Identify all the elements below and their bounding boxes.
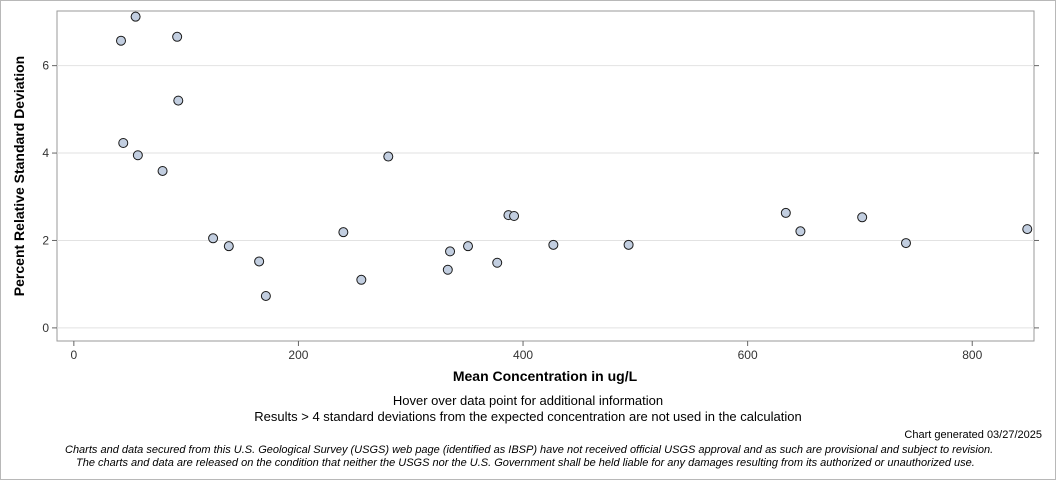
data-point[interactable]: 333, 1.33 — [442, 264, 453, 275]
results-note: Results > 4 standard deviations from the… — [254, 409, 802, 424]
data-point[interactable]: 165, 1.52 — [254, 256, 265, 267]
y-tick-label: 4 — [42, 146, 49, 160]
data-point[interactable]: 335, 1.75 — [445, 246, 456, 257]
data-point[interactable]: 124, 2.05 — [208, 233, 219, 244]
data-point[interactable]: 256, 1.1 — [356, 274, 367, 285]
data-point[interactable]: 280, 3.92 — [383, 151, 394, 162]
data-point[interactable]: 42, 6.57 — [116, 35, 127, 46]
data-points: 42, 6.57 55, 7.12 92, 6.66 93, 5.2 44, 4.235… — [116, 11, 1033, 301]
data-point[interactable]: 44, 4.23 — [118, 138, 129, 148]
disclaimer-line-2: The charts and data are released on the … — [76, 457, 975, 469]
data-point[interactable]: 741, 1.94 — [900, 238, 911, 249]
data-point[interactable]: 494, 1.9 — [623, 239, 634, 250]
disclaimer-line-1: Charts and data secured from this U.S. G… — [65, 444, 994, 456]
x-tick-label: 800 — [962, 348, 982, 362]
data-point[interactable]: 647, 2.21 — [795, 226, 806, 237]
data-point[interactable]: 634, 2.63 — [780, 207, 791, 218]
data-point[interactable]: 57, 3.95 — [132, 150, 143, 161]
data-point[interactable]: 849, 2.26 — [1022, 224, 1033, 235]
x-axis-title: Mean Concentration in ug/L — [453, 368, 638, 384]
x-tick-label: 0 — [71, 348, 78, 362]
data-point[interactable]: 377, 1.49 — [492, 257, 503, 268]
data-point[interactable]: 392, 2.56 — [509, 210, 520, 221]
y-axis-title: Percent Relative Standard Deviation — [11, 56, 27, 296]
data-point[interactable]: 55, 7.12 — [130, 11, 141, 22]
data-point[interactable]: 92, 6.66 — [172, 31, 183, 42]
data-point[interactable]: 240, 2.19 — [338, 227, 349, 238]
x-tick-label: 600 — [738, 348, 758, 362]
data-point[interactable]: 351, 1.87 — [463, 241, 474, 252]
chart-generated-date: Chart generated 03/27/2025 — [904, 429, 1042, 441]
y-tick-label: 2 — [42, 233, 49, 247]
gridlines — [57, 65, 1034, 329]
x-tick-label: 200 — [288, 348, 308, 362]
data-point[interactable]: 93, 5.2 — [173, 95, 184, 106]
x-tick-label: 400 — [513, 348, 533, 362]
data-point[interactable]: 138, 1.87 — [223, 241, 234, 252]
y-tick-label: 0 — [42, 321, 49, 335]
hover-note: Hover over data point for additional inf… — [392, 393, 664, 408]
y-axis: 0 2 4 6 — [42, 59, 1039, 335]
data-point[interactable]: 171, 0.73 — [260, 290, 271, 301]
x-axis: 0 200 400 600 800 — [71, 341, 983, 362]
y-tick-label: 6 — [42, 59, 49, 73]
data-point[interactable]: 427, 1.9 — [548, 239, 559, 250]
data-point[interactable]: 702, 2.53 — [857, 212, 868, 223]
plot-area — [56, 10, 1035, 342]
data-point[interactable]: 79, 3.59 — [157, 165, 168, 176]
